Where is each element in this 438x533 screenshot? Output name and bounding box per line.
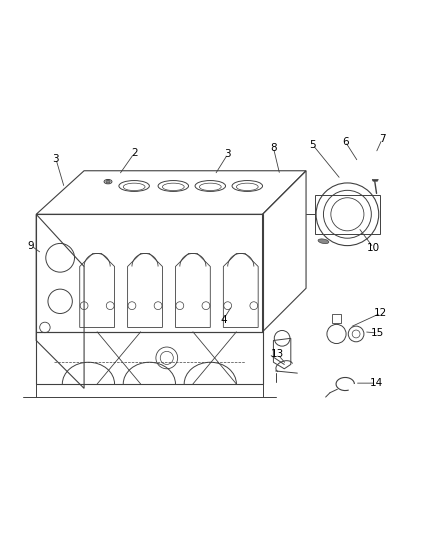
Text: 5: 5 — [309, 140, 316, 150]
Text: 12: 12 — [374, 308, 388, 318]
Text: 4: 4 — [220, 314, 226, 325]
Text: 7: 7 — [379, 134, 385, 144]
Text: 9: 9 — [28, 240, 34, 251]
Text: 15: 15 — [371, 328, 385, 338]
Text: 2: 2 — [131, 148, 138, 158]
Text: 10: 10 — [367, 243, 380, 253]
Text: 8: 8 — [270, 143, 277, 152]
Text: 14: 14 — [370, 378, 383, 388]
Text: 13: 13 — [271, 350, 284, 359]
Ellipse shape — [318, 239, 329, 244]
Text: 6: 6 — [342, 136, 349, 147]
Ellipse shape — [106, 180, 110, 183]
Text: 3: 3 — [224, 149, 231, 159]
Polygon shape — [372, 180, 378, 181]
Text: 3: 3 — [53, 154, 59, 164]
